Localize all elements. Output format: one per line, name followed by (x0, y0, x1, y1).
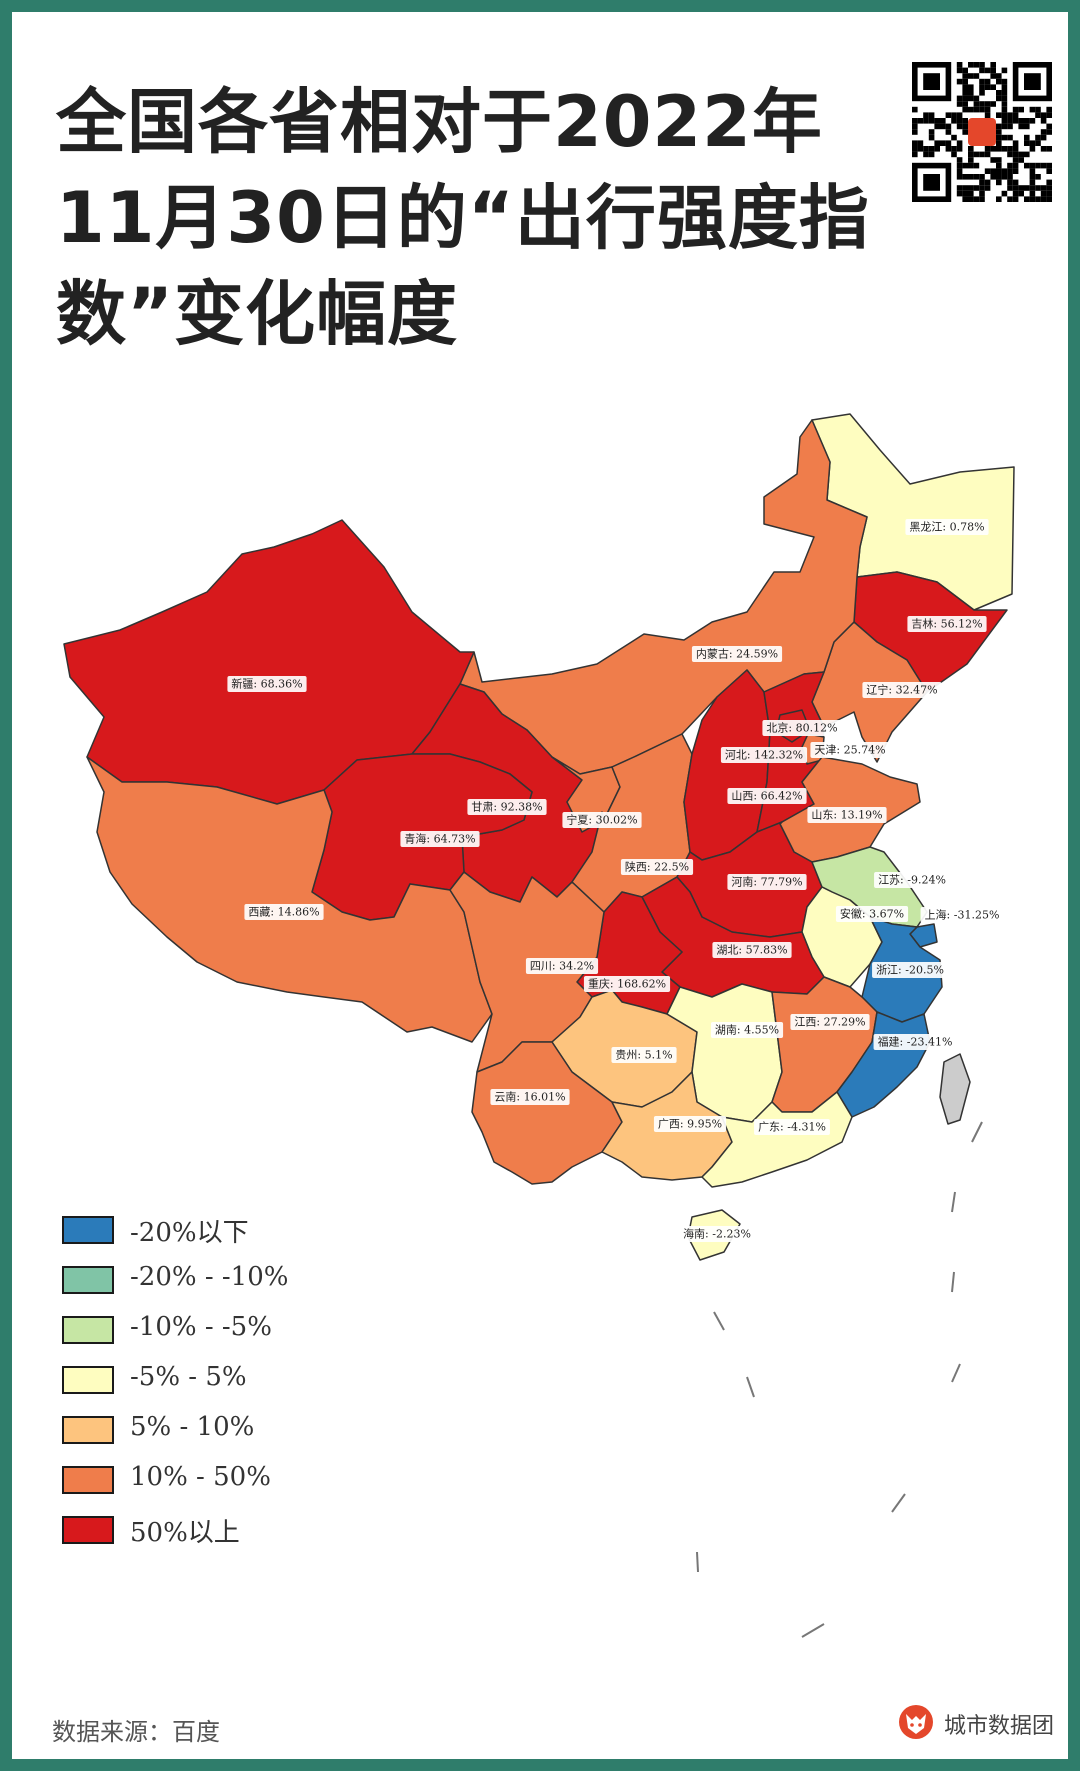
province-label: 四川: 34.2% (525, 958, 599, 974)
province-guangdong[interactable] (701, 1091, 853, 1188)
province-label: 海南: -2.23% (679, 1226, 755, 1242)
legend-label: -20%以下 (130, 1218, 249, 1248)
title-line-1: 全国各省相对于2022年 (56, 81, 823, 163)
svg-text:上海: -31.25%: 上海: -31.25% (925, 908, 1000, 922)
province-label: 山西: 66.42% (727, 788, 807, 804)
province-label: 西藏: 14.86% (244, 904, 324, 920)
legend-label: 10% - 50% (130, 1462, 271, 1492)
brand-name: 城市数据团 (944, 1714, 1055, 1739)
svg-text:新疆: 68.36%: 新疆: 68.36% (231, 677, 302, 691)
title-line-2: 11月30日的“出行强度指 (56, 177, 870, 259)
province-label: 内蒙古: 24.59% (691, 646, 783, 662)
province-label: 浙江: -20.5% (872, 962, 948, 978)
svg-text:浙江: -20.5%: 浙江: -20.5% (876, 964, 944, 977)
svg-text:西藏: 14.86%: 西藏: 14.86% (248, 906, 319, 919)
province-label: 广西: 9.95% (653, 1116, 727, 1132)
province-label: 辽宁: 32.47% (862, 682, 942, 698)
svg-text:青海: 64.73%: 青海: 64.73% (404, 832, 475, 846)
province-label: 福建: -23.41% (873, 1034, 957, 1050)
svg-text:福建: -23.41%: 福建: -23.41% (878, 1035, 953, 1049)
province-label: 重庆: 168.62% (583, 976, 671, 992)
province-label: 新疆: 68.36% (227, 676, 307, 692)
svg-text:江苏: -9.24%: 江苏: -9.24% (878, 874, 946, 887)
title-line-3: 数”变化幅度 (56, 273, 459, 355)
legend-swatch (62, 1466, 114, 1494)
legend-swatch (62, 1216, 114, 1244)
svg-text:北京: 80.12%: 北京: 80.12% (766, 721, 837, 735)
legend-label: 50%以上 (130, 1518, 240, 1548)
svg-text:广东: -4.31%: 广东: -4.31% (758, 1121, 826, 1134)
legend-label: -5% - 5% (130, 1362, 247, 1392)
svg-text:湖北: 57.83%: 湖北: 57.83% (716, 944, 787, 957)
province-label: 上海: -31.25% (920, 907, 1004, 923)
svg-text:河北: 142.32%: 河北: 142.32% (725, 749, 803, 762)
svg-text:海南: -2.23%: 海南: -2.23% (683, 1227, 751, 1241)
province-label: 山东: 13.19% (807, 807, 887, 823)
svg-text:贵州: 5.1%: 贵州: 5.1% (615, 1049, 672, 1062)
svg-text:山西: 66.42%: 山西: 66.42% (731, 790, 802, 803)
legend-label: -10% - -5% (130, 1312, 272, 1342)
qr-code-icon[interactable] (912, 62, 1052, 202)
svg-text:吉林: 56.12%: 吉林: 56.12% (911, 617, 982, 631)
province-label: 河北: 142.32% (720, 747, 808, 763)
legend-label: -20% - -10% (130, 1262, 289, 1292)
province-label: 天津: 25.74% (810, 742, 890, 758)
province-label: 甘肃: 92.38% (467, 799, 547, 815)
province-label: 安徽: 3.67% (835, 906, 909, 922)
province-label: 黑龙江: 0.78% (905, 519, 989, 535)
province-taiwan (939, 1053, 971, 1125)
svg-text:山东: 13.19%: 山东: 13.19% (811, 809, 882, 822)
province-label: 云南: 16.01% (490, 1089, 570, 1105)
south-china-sea-dashes (696, 1121, 983, 1638)
province-label: 青海: 64.73% (400, 831, 480, 847)
svg-text:天津: 25.74%: 天津: 25.74% (814, 744, 885, 757)
legend-swatch (62, 1316, 114, 1344)
poster-card: 全国各省相对于2022年 11月30日的“出行强度指 数”变化幅度 (12, 12, 1068, 1759)
svg-text:湖南: 4.55%: 湖南: 4.55% (715, 1024, 779, 1037)
legend-label: 5% - 10% (130, 1412, 255, 1442)
province-label: 陕西: 22.5% (620, 859, 694, 875)
legend-swatch (62, 1366, 114, 1394)
svg-text:黑龙江: 0.78%: 黑龙江: 0.78% (909, 521, 984, 534)
svg-text:陕西: 22.5%: 陕西: 22.5% (625, 860, 689, 874)
china-map: 黑龙江: 0.78% 吉林: 56.12% 辽宁: 32.47% 内蒙古: 24.59… (63, 413, 1015, 1638)
legend-swatch (62, 1266, 114, 1294)
svg-text:四川: 34.2%: 四川: 34.2% (530, 960, 594, 973)
province-label: 宁夏: 30.02% (562, 812, 642, 828)
province-label: 湖北: 57.83% (712, 942, 792, 958)
svg-text:云南: 16.01%: 云南: 16.01% (494, 1091, 565, 1104)
province-label: 广东: -4.31% (754, 1119, 830, 1135)
data-source: 数据来源：百度 (52, 1718, 220, 1746)
svg-text:广西: 9.95%: 广西: 9.95% (658, 1118, 722, 1131)
svg-text:安徽: 3.67%: 安徽: 3.67% (840, 907, 904, 921)
province-label: 江苏: -9.24% (874, 872, 950, 888)
svg-text:内蒙古: 24.59%: 内蒙古: 24.59% (696, 647, 778, 661)
province-label: 吉林: 56.12% (907, 616, 987, 632)
svg-text:辽宁: 32.47%: 辽宁: 32.47% (866, 683, 937, 697)
page-title: 全国各省相对于2022年 11月30日的“出行强度指 数”变化幅度 (56, 74, 870, 362)
fox-logo-icon (899, 1705, 933, 1739)
svg-text:重庆: 168.62%: 重庆: 168.62% (588, 977, 666, 991)
svg-text:甘肃: 92.38%: 甘肃: 92.38% (471, 801, 542, 814)
province-label: 北京: 80.12% (762, 720, 842, 736)
svg-text:宁夏: 30.02%: 宁夏: 30.02% (566, 813, 637, 827)
svg-text:河南: 77.79%: 河南: 77.79% (731, 876, 802, 889)
province-label: 江西: 27.29% (790, 1014, 870, 1030)
legend-swatch (62, 1416, 114, 1444)
legend-swatch (62, 1516, 114, 1544)
province-label: 湖南: 4.55% (710, 1022, 784, 1038)
svg-text:江西: 27.29%: 江西: 27.29% (794, 1016, 865, 1029)
province-label: 贵州: 5.1% (611, 1047, 677, 1063)
province-label: 河南: 77.79% (727, 874, 807, 890)
